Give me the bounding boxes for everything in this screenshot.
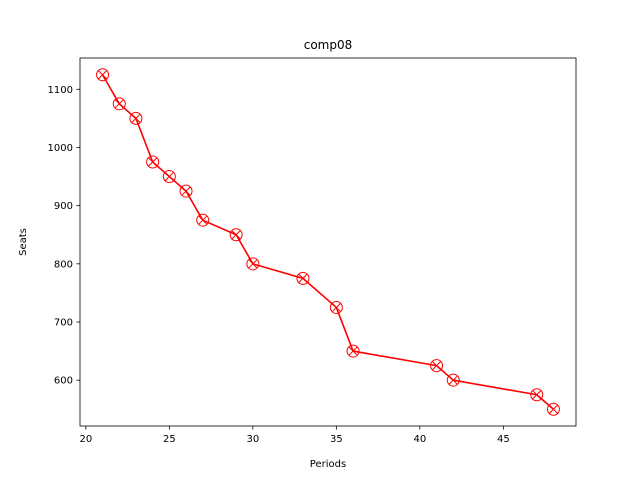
series-layer <box>96 68 560 416</box>
data-point <box>246 257 260 271</box>
data-point <box>296 271 310 285</box>
x-tick-label: 25 <box>163 434 176 445</box>
data-point <box>96 68 110 82</box>
x-tick-label: 45 <box>497 434 510 445</box>
x-tick-label: 20 <box>79 434 92 445</box>
plot-frame <box>79 57 577 427</box>
data-point <box>112 97 126 111</box>
x-axis-label: Periods <box>310 459 346 470</box>
y-tick-label: 900 <box>54 201 73 212</box>
x-tick-label: 35 <box>330 434 343 445</box>
axes-layer: 20 25 30 35 40 45 600 700 800 900 1000 1100 <box>48 57 577 445</box>
data-point <box>530 388 544 402</box>
y-axis-label: Seats <box>18 228 29 256</box>
data-point <box>129 111 143 125</box>
data-point <box>179 184 193 198</box>
x-tick-label: 30 <box>246 434 259 445</box>
data-point <box>146 155 160 169</box>
y-tick-label: 1100 <box>48 85 73 96</box>
data-point <box>162 170 176 184</box>
data-point <box>546 402 560 416</box>
chart-title: comp08 <box>304 38 353 52</box>
y-tick-label: 600 <box>54 376 73 387</box>
data-point <box>329 300 343 314</box>
y-tick-label: 700 <box>54 318 73 329</box>
y-tick-label: 1000 <box>48 143 73 154</box>
series-line <box>101 74 554 410</box>
data-point <box>446 373 460 387</box>
data-point <box>346 344 360 358</box>
data-point <box>430 359 444 373</box>
data-point <box>229 228 243 242</box>
x-tick-label: 40 <box>413 434 426 445</box>
data-point <box>196 213 210 227</box>
y-tick-label: 800 <box>54 259 73 270</box>
